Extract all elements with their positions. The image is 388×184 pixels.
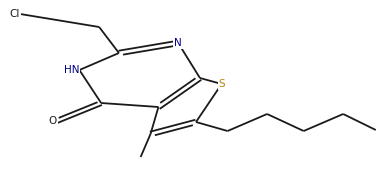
Text: S: S [218,79,225,89]
Text: Cl: Cl [10,9,20,19]
Text: HN: HN [64,65,80,75]
Text: O: O [48,116,57,126]
Text: N: N [174,38,182,48]
